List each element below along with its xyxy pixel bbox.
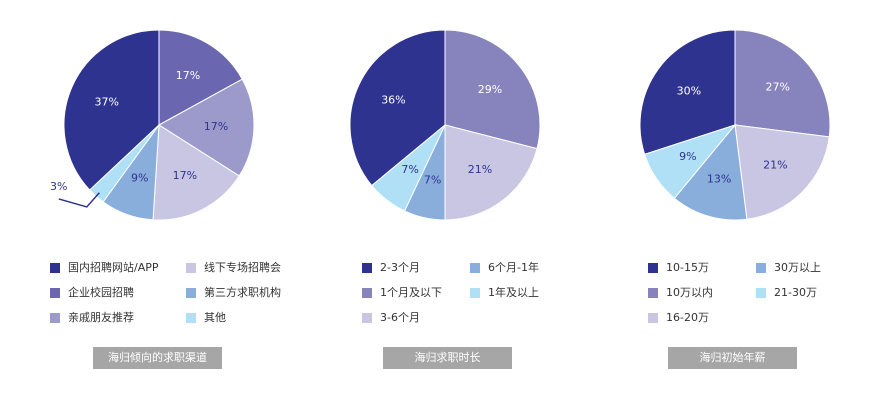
pie-slice: [63, 29, 160, 191]
title-box: [93, 347, 222, 369]
legend-label: 3-6个月: [380, 311, 420, 324]
legend-label: 其他: [204, 311, 226, 324]
leader-line: [58, 192, 100, 208]
legend-swatch: [756, 288, 766, 298]
legend-swatch: [186, 313, 196, 323]
legend-swatch: [50, 313, 60, 323]
chart-title: 海归初始年薪: [700, 350, 766, 364]
pie-slice: [152, 124, 240, 221]
legend-label: 10万以内: [666, 285, 713, 299]
legend-label: 10-15万: [666, 261, 709, 274]
pie-slice: [644, 123, 737, 199]
pie-slice: [349, 29, 446, 187]
legend-swatch: [470, 288, 480, 298]
value-label: 7%: [401, 163, 418, 176]
legend-swatch: [186, 263, 196, 273]
legend-label: 1年及以上: [488, 285, 539, 299]
pie-slice: [444, 29, 541, 150]
pie-slice: [639, 29, 736, 155]
value-label: 17%: [176, 69, 200, 82]
value-label: 9%: [679, 150, 696, 163]
legend-label: 16-20万: [666, 311, 709, 324]
chart-title: 海归倾向的求职渠道: [108, 350, 207, 364]
pie-slice: [158, 29, 243, 126]
chart-title: 海归求职时长: [415, 350, 481, 364]
legend-swatch: [362, 263, 372, 273]
legend-swatch: [648, 313, 658, 323]
legend-label: 国内招聘网站/APP: [68, 260, 159, 274]
legend-label: 企业校园招聘: [68, 285, 134, 299]
value-label: 36%: [381, 94, 405, 107]
title-box: [383, 347, 512, 369]
legend-swatch: [648, 263, 658, 273]
legend-swatch: [50, 288, 60, 298]
legend-swatch: [648, 288, 658, 298]
value-label: 21%: [763, 158, 787, 171]
pie-slice: [734, 124, 830, 220]
value-label: 17%: [173, 169, 197, 182]
value-label: 3%: [50, 180, 67, 193]
legend-swatch: [362, 313, 372, 323]
legend-label: 第三方求职机构: [204, 285, 281, 299]
pie-slice: [673, 123, 748, 221]
legend-label: 21-30万: [774, 286, 817, 299]
value-label: 37%: [94, 95, 118, 108]
legend-label: 1个月及以下: [380, 286, 442, 299]
title-box: [668, 347, 797, 369]
legend-label: 30万以上: [774, 261, 821, 274]
legend-swatch: [470, 263, 480, 273]
pie-slice: [371, 124, 446, 212]
legend-swatch: [756, 263, 766, 273]
legend-label: 6个月-1年: [488, 260, 539, 274]
legend-swatch: [50, 263, 60, 273]
pie-slice: [734, 29, 831, 138]
value-label: 9%: [131, 172, 148, 185]
value-label: 30%: [677, 84, 701, 97]
value-label: 13%: [707, 173, 731, 186]
legend-label: 线下专场招聘会: [204, 260, 281, 274]
value-label: 29%: [478, 83, 502, 96]
legend-label: 亲戚朋友推荐: [68, 310, 134, 324]
pie-slice: [158, 78, 255, 177]
legend-swatch: [362, 288, 372, 298]
legend-swatch: [186, 288, 196, 298]
pie-slice: [444, 124, 538, 221]
value-label: 21%: [468, 163, 492, 176]
value-label: 7%: [424, 174, 441, 187]
value-label: 17%: [204, 120, 228, 133]
value-label: 27%: [766, 80, 790, 93]
legend-label: 2-3个月: [380, 261, 420, 274]
